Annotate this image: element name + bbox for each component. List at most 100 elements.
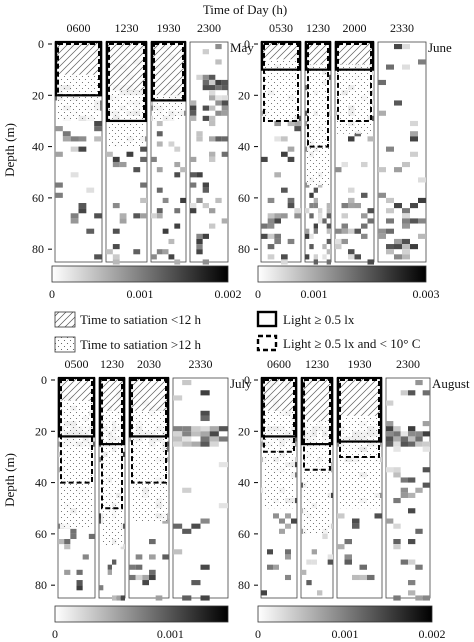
- density-cell: [209, 223, 216, 229]
- density-cell: [378, 79, 386, 86]
- density-cell: [326, 249, 331, 255]
- satiation-lt12h-region: [307, 42, 329, 65]
- column-1230: 1230: [105, 21, 148, 265]
- y-tick-label: 60: [238, 191, 250, 205]
- density-cell: [202, 203, 209, 209]
- y-tick-label: 0: [41, 373, 47, 387]
- light-cold-boundary: [108, 43, 145, 122]
- density-cell: [274, 213, 281, 219]
- colorbar-tick-label: 0.003: [413, 287, 440, 301]
- density-cell: [335, 238, 342, 245]
- density-cell: [408, 390, 416, 396]
- density-cell: [221, 105, 228, 111]
- density-cell: [327, 554, 333, 560]
- time-label: 1930: [157, 21, 181, 35]
- density-cell: [348, 187, 355, 193]
- satiation-lt12h-region: [131, 378, 167, 411]
- column-1230: 1230: [304, 21, 332, 265]
- column-1930: 1930: [150, 21, 187, 265]
- satiation-lt12h-region: [263, 378, 295, 411]
- legend-solid-swatch: [256, 310, 278, 328]
- density-cell: [196, 136, 203, 142]
- density-cell: [281, 136, 288, 142]
- density-cell: [173, 426, 183, 432]
- density-cell: [140, 213, 147, 219]
- density-cell: [173, 431, 183, 437]
- y-tick-label: 60: [32, 191, 44, 205]
- column-2300: 2300: [385, 357, 431, 601]
- density-cell: [107, 564, 112, 570]
- density-cell: [408, 431, 416, 437]
- density-cell: [335, 244, 342, 250]
- density-cell: [119, 161, 127, 168]
- density-cell: [168, 254, 175, 260]
- density-cell: [378, 110, 386, 116]
- light-cold-boundary: [339, 379, 380, 458]
- time-label: 0530: [269, 21, 293, 35]
- legend-dashed-label: Light ≥ 0.5 lx and < 10° C: [283, 336, 420, 351]
- density-cell: [151, 156, 157, 162]
- density-cell: [174, 172, 181, 178]
- density-cell: [267, 549, 273, 555]
- density-cell: [209, 115, 216, 121]
- colorbar-tick-label: 0: [52, 627, 58, 641]
- y-tick-label: 40: [32, 140, 44, 154]
- density-cell: [386, 64, 394, 70]
- density-cell: [422, 482, 430, 488]
- satiation-gt12h-region: [263, 410, 295, 509]
- density-cell: [393, 472, 401, 478]
- density-cell: [410, 218, 418, 224]
- density-cell: [215, 95, 222, 101]
- density-cell: [267, 213, 275, 219]
- density-cell: [274, 172, 281, 178]
- density-cell: [202, 182, 209, 188]
- density-cell: [422, 390, 430, 396]
- density-cell: [196, 249, 203, 255]
- satiation-gt12h-region: [57, 74, 100, 121]
- column-2330: 2330: [377, 21, 427, 263]
- colorbar-tick-label: 0: [255, 627, 261, 641]
- density-cell: [294, 126, 301, 132]
- density-cell: [415, 436, 423, 442]
- month-label: May: [230, 40, 254, 55]
- density-cell: [287, 238, 295, 245]
- density-cell: [361, 213, 368, 219]
- density-cell: [326, 213, 331, 219]
- density-cell: [200, 410, 210, 416]
- column-2300: 2300: [189, 21, 229, 265]
- satiation-lt12h-region: [303, 378, 331, 422]
- density-cell: [196, 238, 203, 245]
- y-tick-label: 0: [38, 37, 44, 51]
- density-cell: [386, 244, 394, 250]
- density-cell: [190, 172, 197, 178]
- density-cell: [348, 228, 355, 234]
- density-cell: [112, 595, 117, 601]
- light-cold-boundary: [337, 43, 372, 122]
- density-cell: [367, 136, 374, 142]
- density-cell: [261, 590, 267, 596]
- density-cell: [415, 595, 423, 601]
- density-cell: [190, 156, 197, 162]
- satiation-lt12h-region: [101, 378, 123, 411]
- density-cell: [62, 131, 71, 137]
- density-cell: [62, 136, 71, 142]
- density-cell: [126, 151, 134, 157]
- density-cell: [267, 233, 275, 239]
- density-cell: [173, 441, 183, 447]
- density-cell: [306, 559, 312, 565]
- y-tick-label: 0: [244, 373, 250, 387]
- density-cell: [70, 533, 77, 540]
- satiation-gt12h-region: [337, 64, 372, 134]
- density-cell: [221, 95, 228, 101]
- density-cell: [267, 244, 275, 250]
- satiation-gt12h-region: [60, 400, 93, 529]
- density-cell: [410, 151, 418, 157]
- density-cell: [209, 431, 219, 437]
- density-cell: [394, 167, 402, 173]
- y-tick-label: 40: [238, 476, 250, 490]
- density-cell: [386, 249, 394, 255]
- density-cell: [191, 431, 201, 437]
- light-cold-boundary: [57, 43, 100, 97]
- legend-hatch-swatch: [54, 311, 76, 328]
- density-cell: [174, 208, 181, 214]
